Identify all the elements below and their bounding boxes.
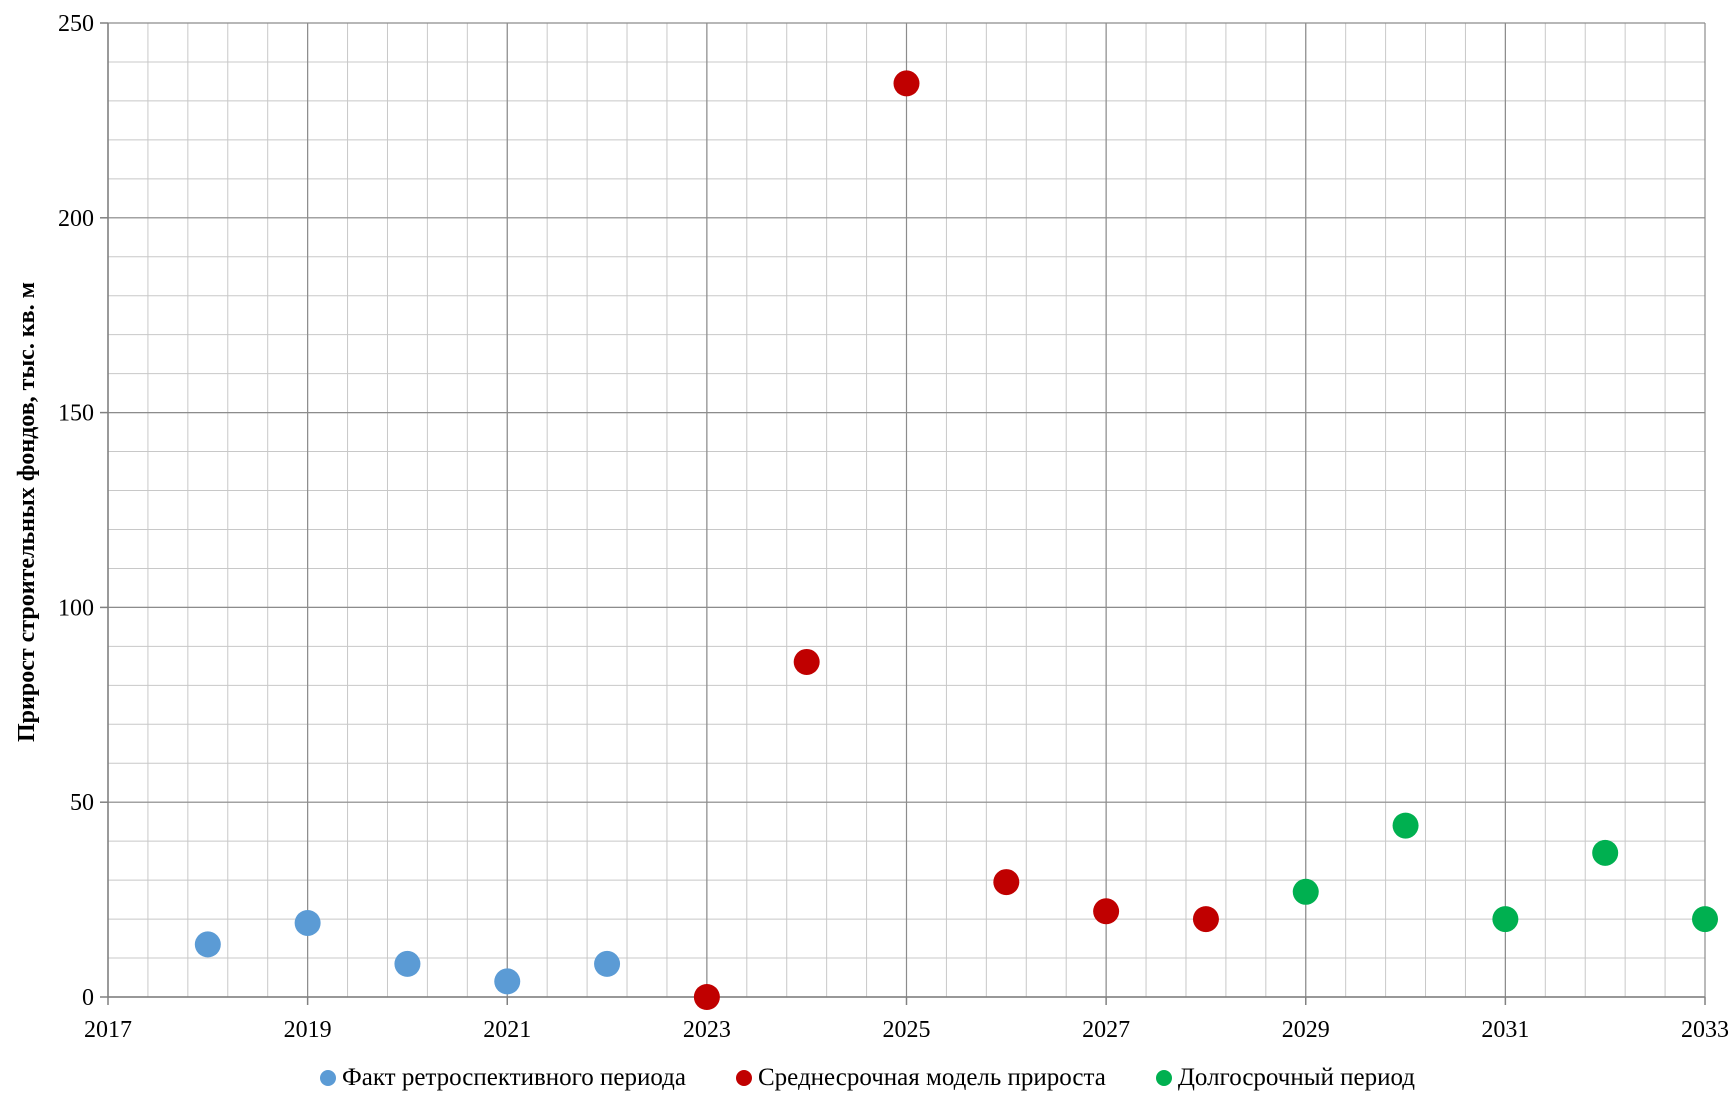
data-point-series-1	[1192, 906, 1219, 933]
legend-marker-medium-term	[736, 1070, 752, 1086]
legend-marker-long-term	[1155, 1070, 1172, 1086]
data-point-series-2	[1592, 839, 1619, 866]
x-tick-label: 2025	[883, 1017, 931, 1043]
y-tick-label: 100	[58, 595, 94, 621]
data-point-series-2	[1392, 812, 1419, 839]
legend-item-medium-term: Среднесрочная модель прироста	[736, 1064, 1106, 1092]
legend-item-long-term: Долгосрочный период	[1155, 1064, 1415, 1092]
x-tick-label: 2027	[1082, 1017, 1130, 1043]
x-tick-label: 2029	[1282, 1017, 1330, 1043]
data-point-series-1	[693, 984, 720, 1010]
y-axis-label: Прирост строительных фондов, тыс. кв. м	[14, 282, 40, 742]
data-point-series-2	[1692, 906, 1718, 933]
x-tick-label: 2031	[1481, 1017, 1529, 1043]
x-tick-label: 2033	[1681, 1017, 1729, 1043]
y-tick-label: 200	[58, 206, 94, 232]
legend-item-fact: Факт ретроспективного периода	[320, 1064, 686, 1092]
x-tick-label: 2019	[284, 1017, 332, 1043]
data-point-series-0	[194, 931, 221, 958]
legend-label-fact: Факт ретроспективного периода	[342, 1064, 686, 1091]
data-point-series-0	[594, 950, 621, 977]
data-point-series-2	[1292, 878, 1319, 905]
data-point-series-0	[394, 950, 421, 977]
legend-label-long-term: Долгосрочный период	[1177, 1064, 1415, 1091]
y-axis-ticks: 0 50 100 150 200 250	[58, 11, 108, 1011]
data-point-series-0	[294, 909, 321, 936]
legend-label-medium-term: Среднесрочная модель прироста	[758, 1064, 1106, 1091]
data-point-series-1	[893, 70, 920, 97]
data-point-series-0	[494, 968, 521, 995]
x-tick-label: 2023	[683, 1017, 731, 1043]
data-point-series-1	[793, 648, 820, 675]
legend: Факт ретроспективного периода Среднесроч…	[0, 1064, 1735, 1092]
x-tick-label: 2021	[483, 1017, 531, 1043]
data-points	[194, 70, 1718, 1010]
scatter-chart: 0 50 100 150 200 250 2017 2019 2021 2023 2025 2027…	[14, 11, 1729, 1043]
y-tick-label: 250	[58, 11, 94, 37]
y-tick-label: 0	[82, 985, 94, 1011]
y-tick-label: 150	[58, 401, 94, 427]
legend-marker-fact	[320, 1070, 336, 1086]
data-point-series-2	[1492, 906, 1519, 933]
data-point-series-1	[993, 869, 1020, 896]
x-tick-label: 2017	[84, 1017, 132, 1043]
data-point-series-1	[1093, 898, 1120, 925]
x-axis-ticks: 2017 2019 2021 2023 2025 2027 2029 2031 2033	[84, 997, 1729, 1043]
y-tick-label: 50	[70, 790, 94, 816]
